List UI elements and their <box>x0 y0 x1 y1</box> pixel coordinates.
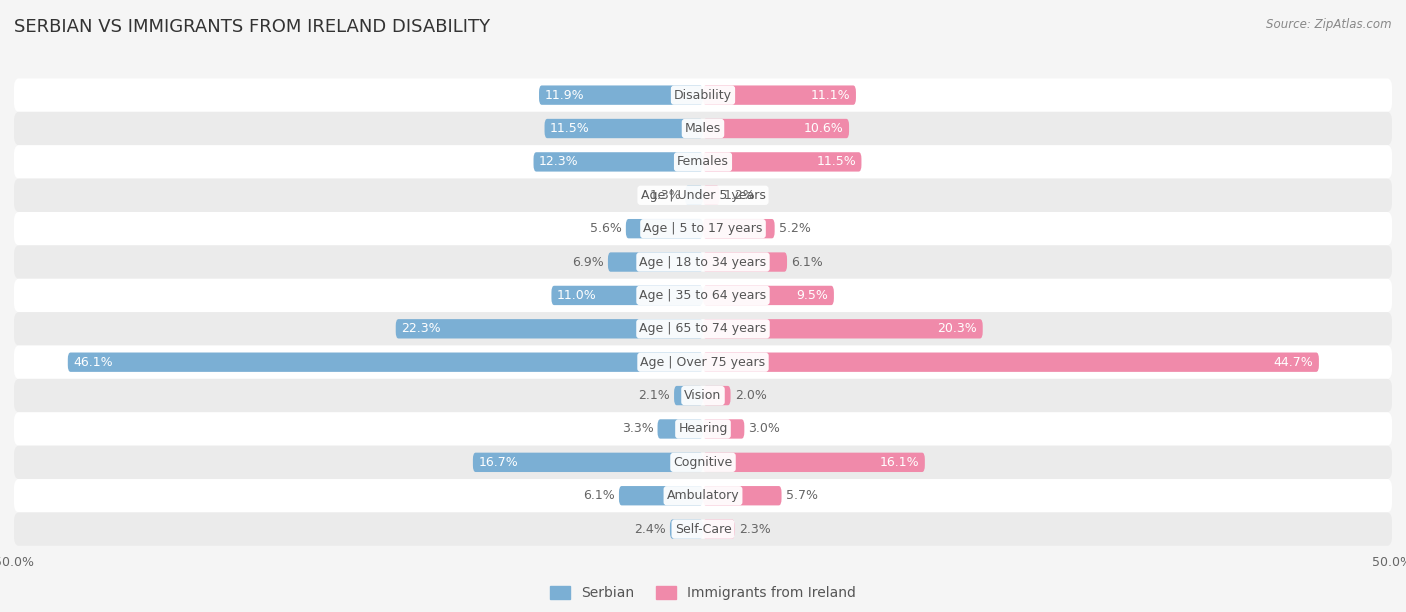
Text: 10.6%: 10.6% <box>804 122 844 135</box>
FancyBboxPatch shape <box>14 145 1392 179</box>
FancyBboxPatch shape <box>669 520 703 539</box>
Text: 2.1%: 2.1% <box>638 389 669 402</box>
FancyBboxPatch shape <box>472 453 703 472</box>
FancyBboxPatch shape <box>533 152 703 171</box>
FancyBboxPatch shape <box>14 179 1392 212</box>
Text: 1.3%: 1.3% <box>650 188 681 202</box>
Text: 46.1%: 46.1% <box>73 356 112 368</box>
Text: 11.0%: 11.0% <box>557 289 596 302</box>
FancyBboxPatch shape <box>14 412 1392 446</box>
FancyBboxPatch shape <box>14 78 1392 112</box>
Text: Hearing: Hearing <box>678 422 728 436</box>
Text: Age | Under 5 years: Age | Under 5 years <box>641 188 765 202</box>
Text: 3.3%: 3.3% <box>621 422 654 436</box>
Text: 2.0%: 2.0% <box>735 389 766 402</box>
FancyBboxPatch shape <box>395 319 703 338</box>
Text: Self-Care: Self-Care <box>675 523 731 536</box>
Text: Vision: Vision <box>685 389 721 402</box>
Text: 22.3%: 22.3% <box>401 323 441 335</box>
Text: 44.7%: 44.7% <box>1274 356 1313 368</box>
FancyBboxPatch shape <box>703 252 787 272</box>
FancyBboxPatch shape <box>14 512 1392 546</box>
Text: 11.5%: 11.5% <box>550 122 589 135</box>
FancyBboxPatch shape <box>703 386 731 405</box>
FancyBboxPatch shape <box>14 112 1392 145</box>
FancyBboxPatch shape <box>703 353 1319 372</box>
Text: Age | Over 75 years: Age | Over 75 years <box>641 356 765 368</box>
FancyBboxPatch shape <box>14 479 1392 512</box>
FancyBboxPatch shape <box>14 312 1392 346</box>
Text: Disability: Disability <box>673 89 733 102</box>
FancyBboxPatch shape <box>544 119 703 138</box>
Text: 9.5%: 9.5% <box>797 289 828 302</box>
FancyBboxPatch shape <box>703 152 862 171</box>
FancyBboxPatch shape <box>14 245 1392 278</box>
FancyBboxPatch shape <box>685 185 703 205</box>
Text: 16.1%: 16.1% <box>880 456 920 469</box>
FancyBboxPatch shape <box>703 219 775 238</box>
Text: 2.4%: 2.4% <box>634 523 666 536</box>
FancyBboxPatch shape <box>658 419 703 439</box>
FancyBboxPatch shape <box>673 386 703 405</box>
Text: 6.1%: 6.1% <box>583 489 614 502</box>
FancyBboxPatch shape <box>626 219 703 238</box>
FancyBboxPatch shape <box>703 419 744 439</box>
Text: Males: Males <box>685 122 721 135</box>
Text: 1.2%: 1.2% <box>724 188 755 202</box>
Text: 11.9%: 11.9% <box>544 89 583 102</box>
FancyBboxPatch shape <box>607 252 703 272</box>
Text: Ambulatory: Ambulatory <box>666 489 740 502</box>
Text: 5.2%: 5.2% <box>779 222 811 235</box>
Text: 20.3%: 20.3% <box>938 323 977 335</box>
FancyBboxPatch shape <box>703 453 925 472</box>
Text: 2.3%: 2.3% <box>738 523 770 536</box>
Text: 16.7%: 16.7% <box>478 456 519 469</box>
Text: Females: Females <box>678 155 728 168</box>
FancyBboxPatch shape <box>538 86 703 105</box>
Text: SERBIAN VS IMMIGRANTS FROM IRELAND DISABILITY: SERBIAN VS IMMIGRANTS FROM IRELAND DISAB… <box>14 18 491 36</box>
FancyBboxPatch shape <box>703 185 720 205</box>
Text: 12.3%: 12.3% <box>538 155 579 168</box>
Text: 3.0%: 3.0% <box>748 422 780 436</box>
FancyBboxPatch shape <box>14 278 1392 312</box>
FancyBboxPatch shape <box>619 486 703 506</box>
FancyBboxPatch shape <box>551 286 703 305</box>
FancyBboxPatch shape <box>703 119 849 138</box>
FancyBboxPatch shape <box>14 346 1392 379</box>
FancyBboxPatch shape <box>703 286 834 305</box>
Text: Cognitive: Cognitive <box>673 456 733 469</box>
Text: 6.9%: 6.9% <box>572 256 603 269</box>
Text: 5.6%: 5.6% <box>591 222 621 235</box>
FancyBboxPatch shape <box>67 353 703 372</box>
Legend: Serbian, Immigrants from Ireland: Serbian, Immigrants from Ireland <box>544 581 862 606</box>
FancyBboxPatch shape <box>703 520 735 539</box>
Text: Source: ZipAtlas.com: Source: ZipAtlas.com <box>1267 18 1392 31</box>
Text: Age | 5 to 17 years: Age | 5 to 17 years <box>644 222 762 235</box>
Text: 11.5%: 11.5% <box>817 155 856 168</box>
FancyBboxPatch shape <box>703 319 983 338</box>
FancyBboxPatch shape <box>703 86 856 105</box>
FancyBboxPatch shape <box>14 379 1392 412</box>
FancyBboxPatch shape <box>14 212 1392 245</box>
Text: 6.1%: 6.1% <box>792 256 823 269</box>
FancyBboxPatch shape <box>14 446 1392 479</box>
FancyBboxPatch shape <box>703 486 782 506</box>
Text: Age | 18 to 34 years: Age | 18 to 34 years <box>640 256 766 269</box>
Text: Age | 65 to 74 years: Age | 65 to 74 years <box>640 323 766 335</box>
Text: 11.1%: 11.1% <box>811 89 851 102</box>
Text: 5.7%: 5.7% <box>786 489 818 502</box>
Text: Age | 35 to 64 years: Age | 35 to 64 years <box>640 289 766 302</box>
